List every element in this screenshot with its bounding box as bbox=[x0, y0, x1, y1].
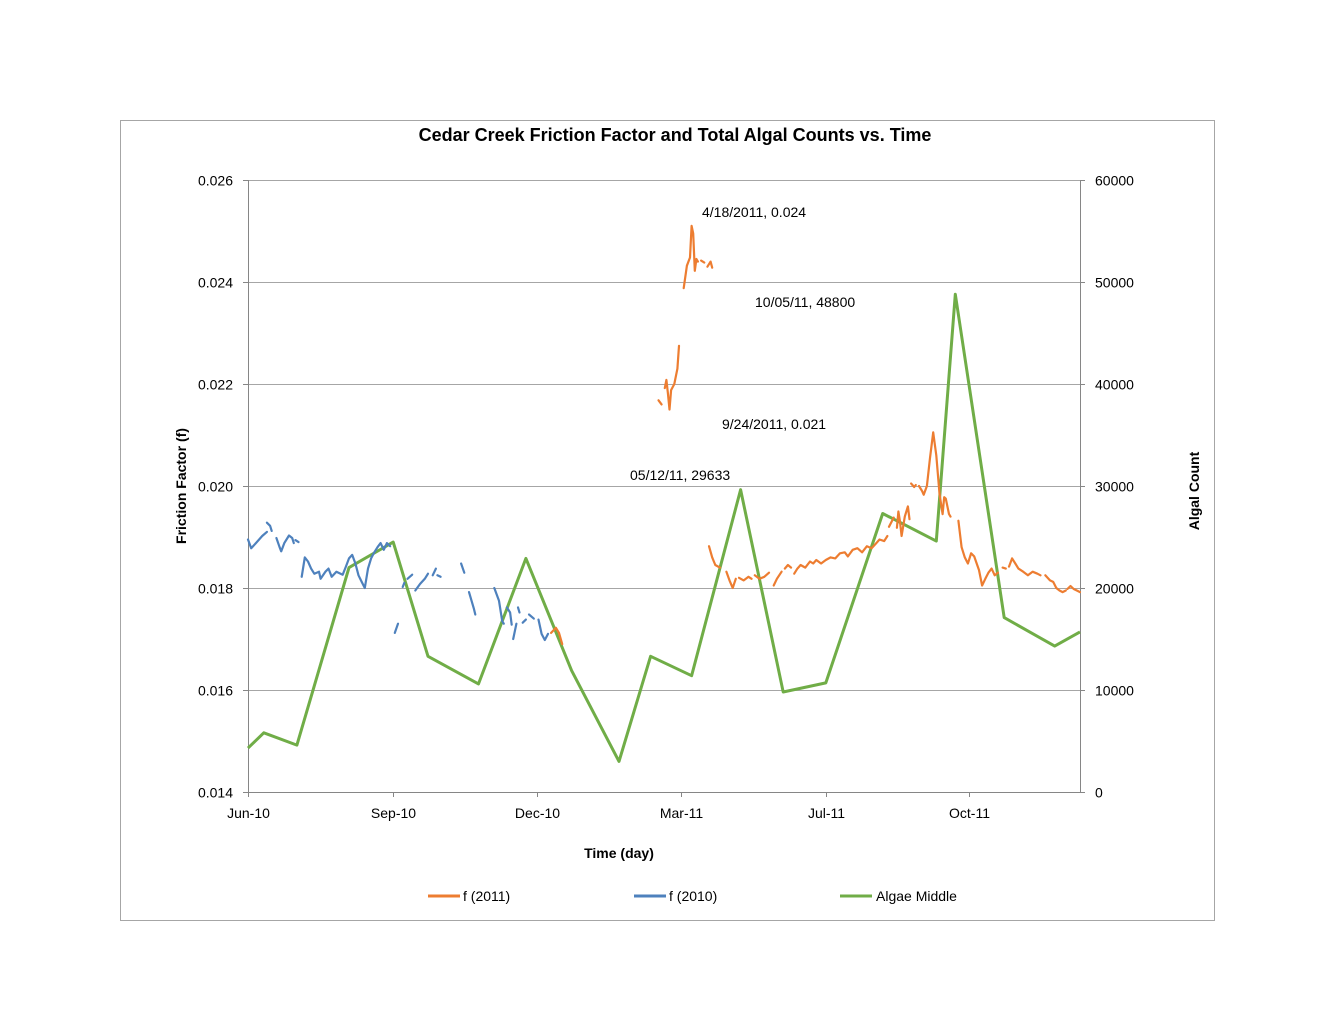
f-2011-line-segment bbox=[1007, 557, 1042, 577]
f-2011-line-segment bbox=[725, 570, 737, 590]
x-tick-label: Mar-11 bbox=[660, 805, 704, 821]
y2-tick-label: 10000 bbox=[1095, 683, 1134, 699]
f-2010-line-segment bbox=[406, 573, 414, 580]
f-2010-line-segment bbox=[436, 574, 442, 578]
f-2010-line-segment bbox=[294, 538, 300, 544]
f-2011-line-segment bbox=[917, 431, 952, 518]
f-2011-line-segment bbox=[753, 571, 771, 580]
f-2011-line-segment bbox=[657, 399, 663, 406]
y-tick-label: 0.022 bbox=[198, 377, 233, 393]
f-2010-line-segment bbox=[537, 618, 550, 642]
annotation-label: 10/05/11, 48800 bbox=[755, 294, 855, 310]
f-2010-line-segment bbox=[300, 541, 392, 590]
f-2010-line-segment bbox=[521, 618, 528, 624]
y2-axis-title: Algal Count bbox=[1186, 451, 1202, 530]
f-2010-line-segment bbox=[505, 606, 513, 626]
y-axis-ticks: 0.026 0.024 0.022 0.020 0.018 0.016 0.014 bbox=[198, 173, 248, 801]
series-algae-middle bbox=[246, 292, 1081, 763]
f-2011-line-segment bbox=[682, 224, 700, 290]
f-2010-line-segment bbox=[460, 562, 466, 574]
x-tick-label: Sep-10 bbox=[371, 805, 416, 821]
f-2010-line-segment bbox=[414, 572, 430, 592]
f-2011-line-segment bbox=[783, 563, 793, 570]
f-2011-line-segment bbox=[895, 505, 911, 538]
f-2010-line-segment bbox=[401, 581, 406, 589]
x-tick-label: Jul-11 bbox=[808, 805, 845, 821]
series-f-2010 bbox=[246, 521, 550, 642]
legend-label-algae-middle: Algae Middle bbox=[876, 888, 957, 904]
y-tick-label: 0.014 bbox=[198, 785, 233, 801]
f-2010-line-segment bbox=[431, 567, 437, 577]
f-2011-line-segment bbox=[699, 259, 706, 264]
x-tick-label: Jun-10 bbox=[227, 805, 270, 821]
y2-axis-ticks: 60000 50000 40000 30000 20000 10000 0 bbox=[1080, 173, 1134, 801]
y2-tick-label: 60000 bbox=[1095, 173, 1134, 189]
f-2010-line-segment bbox=[275, 534, 295, 553]
x-tick-label: Oct-11 bbox=[949, 805, 990, 821]
f-2011-line-segment bbox=[793, 534, 889, 575]
chart-title: Cedar Creek Friction Factor and Total Al… bbox=[419, 125, 932, 145]
f-2010-line-segment bbox=[493, 586, 505, 625]
y-tick-label: 0.018 bbox=[198, 581, 233, 597]
f-2010-line-segment bbox=[527, 613, 535, 620]
x-tick-label: Dec-10 bbox=[515, 805, 560, 821]
x-axis-title: Time (day) bbox=[584, 845, 654, 861]
f-2011-line-segment bbox=[1066, 584, 1082, 594]
algae-line bbox=[246, 292, 1081, 763]
f-2010-line-segment bbox=[246, 530, 268, 550]
f-2010-line-segment bbox=[265, 521, 273, 533]
y-tick-label: 0.026 bbox=[198, 173, 233, 189]
gridlines bbox=[248, 180, 1080, 691]
f-2010-line-segment bbox=[512, 622, 518, 641]
y2-tick-label: 50000 bbox=[1095, 275, 1134, 291]
y2-tick-label: 30000 bbox=[1095, 479, 1134, 495]
annotation-label: 05/12/11, 29633 bbox=[630, 467, 730, 483]
f-2011-line-segment bbox=[737, 575, 753, 582]
f-2011-line-segment bbox=[706, 260, 714, 269]
f-2011-line-segment bbox=[772, 570, 783, 587]
y-axis-title: Friction Factor (f) bbox=[173, 428, 189, 544]
chart-frame bbox=[120, 120, 1215, 921]
y-tick-label: 0.020 bbox=[198, 479, 233, 495]
f-2011-line-segment bbox=[1001, 566, 1007, 570]
annotation-label: 4/18/2011, 0.024 bbox=[702, 204, 806, 220]
legend: f (2011) f (2010) Algae Middle bbox=[428, 888, 957, 904]
y2-tick-label: 0 bbox=[1095, 785, 1103, 801]
y2-tick-label: 40000 bbox=[1095, 377, 1134, 393]
f-2011-line-segment bbox=[549, 626, 564, 646]
f-2011-line-segment bbox=[707, 545, 722, 569]
f-2011-line-segment bbox=[1044, 574, 1067, 594]
y2-tick-label: 20000 bbox=[1095, 581, 1134, 597]
f-2011-line-segment bbox=[909, 482, 917, 489]
f-2010-line-segment bbox=[467, 590, 477, 616]
f-2010-line-segment bbox=[516, 606, 521, 614]
legend-label-f-2011: f (2011) bbox=[463, 888, 510, 904]
legend-label-f-2010: f (2010) bbox=[669, 888, 717, 904]
y-tick-label: 0.016 bbox=[198, 683, 233, 699]
y-tick-label: 0.024 bbox=[198, 275, 233, 291]
annotation-label: 9/24/2011, 0.021 bbox=[722, 416, 826, 432]
f-2011-line-segment bbox=[957, 519, 1000, 587]
series-f-2011 bbox=[549, 224, 1082, 646]
f-2011-line-segment bbox=[887, 516, 895, 528]
f-2011-line-segment bbox=[663, 344, 681, 411]
f-2010-line-segment bbox=[393, 622, 400, 635]
x-axis-ticks: Jun-10 Sep-10 Dec-10 Mar-11 Jul-11 Oct-11 bbox=[227, 792, 990, 821]
